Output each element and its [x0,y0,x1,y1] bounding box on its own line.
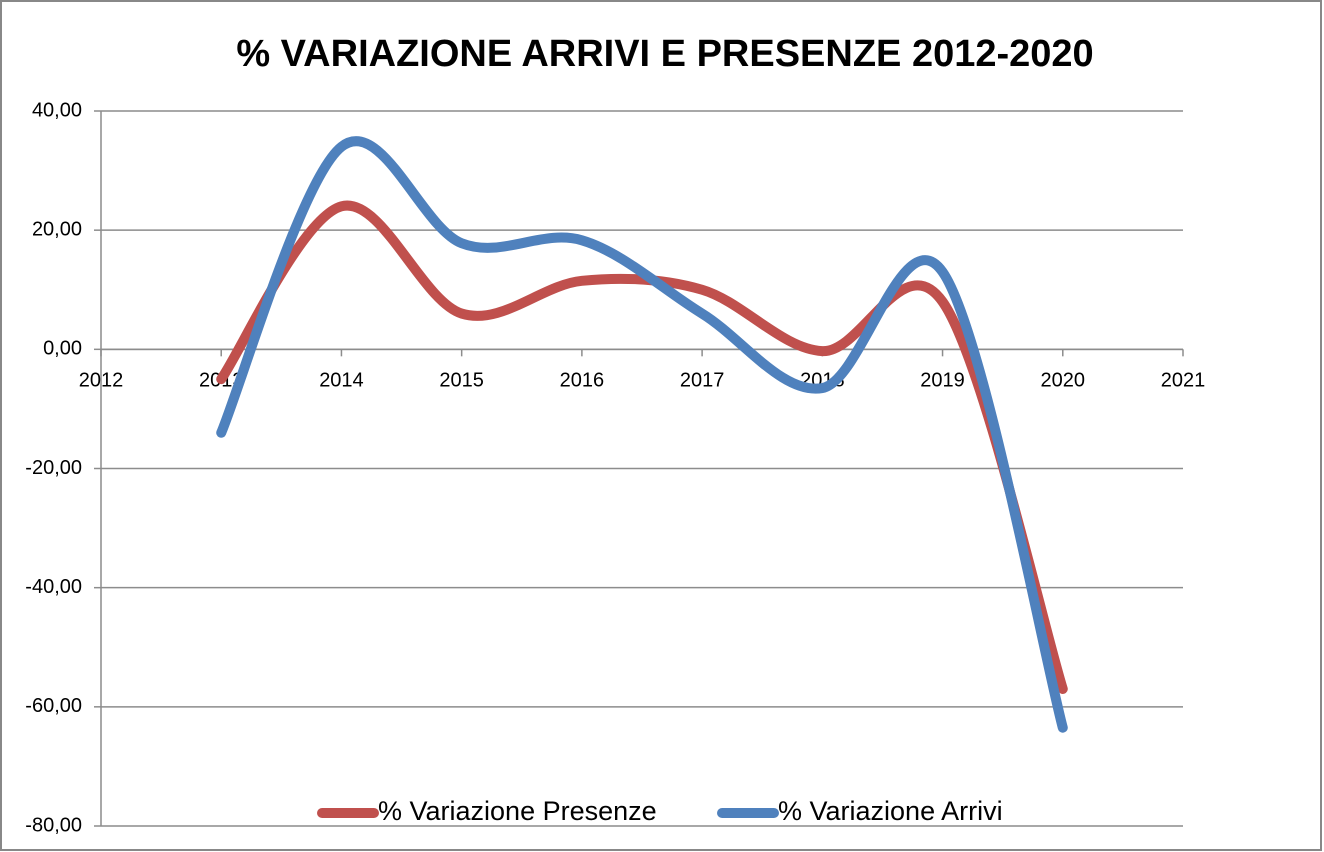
series-line [216,200,1068,694]
x-tick-label: 2020 [1041,370,1086,392]
x-tick-label: 2012 [79,370,124,392]
chart-title: % VARIAZIONE ARRIVI E PRESENZE 2012-2020 [236,33,1093,75]
x-tick-label: 2015 [439,370,484,392]
y-tick-label: -20,00 [25,457,82,479]
y-tick-label: 20,00 [32,218,82,240]
x-tick-label: 2014 [319,370,364,392]
y-tick-label: -60,00 [25,695,82,717]
y-tick-label: -80,00 [25,814,82,836]
x-tick-label: 2017 [680,370,725,392]
y-tick-label: 40,00 [32,99,82,121]
y-tick-label: -40,00 [25,576,82,598]
x-tick-label: 2021 [1161,370,1206,392]
y-tick-label: 0,00 [43,338,82,360]
x-tick-label: 2019 [920,370,965,392]
legend-label: % Variazione Presenze [378,796,657,826]
series-line [216,136,1068,733]
x-tick-label: 2016 [560,370,605,392]
legend-label: % Variazione Arrivi [778,796,1003,826]
